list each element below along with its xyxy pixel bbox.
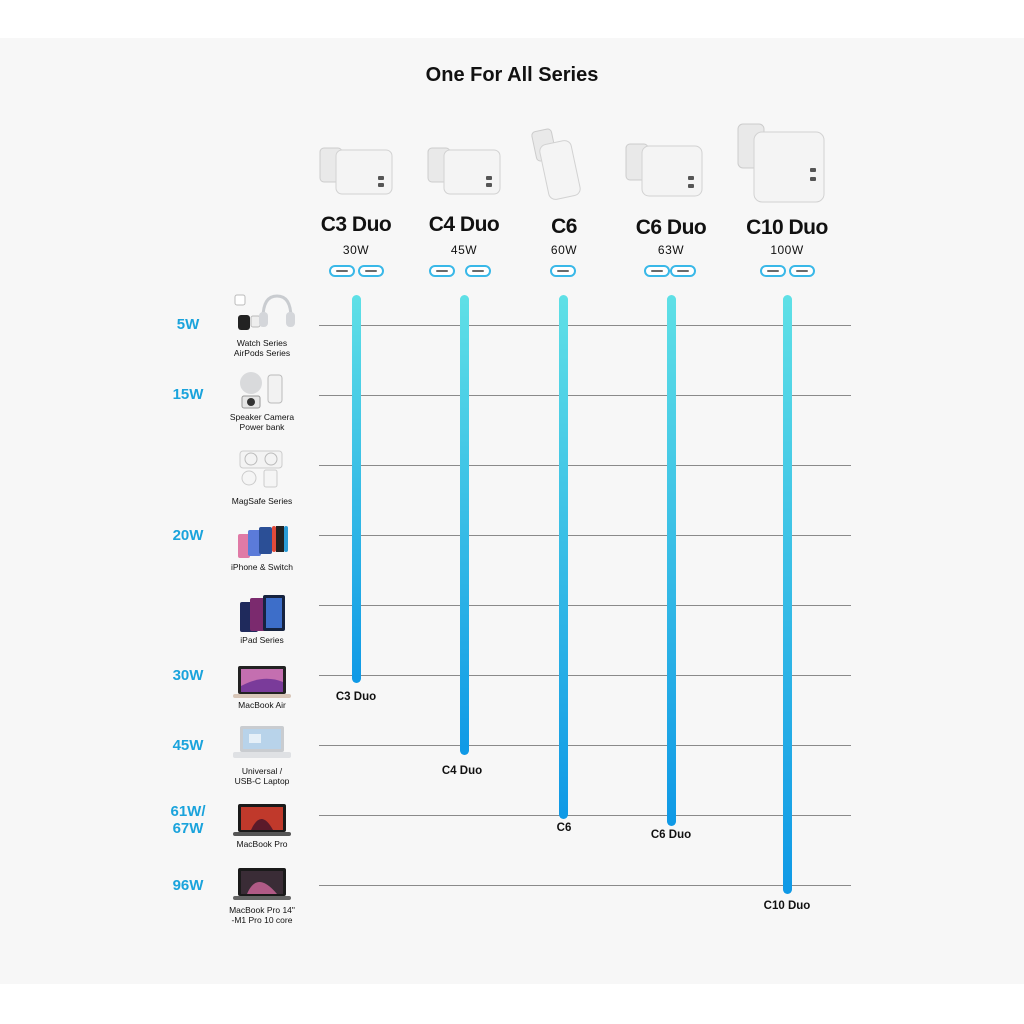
product-name-c4-duo: C4 Duo <box>428 213 500 236</box>
usb-c-port-icon <box>789 265 815 277</box>
usb-c-port-icon <box>429 265 455 277</box>
gridline-45w <box>319 745 851 746</box>
watt-label-61w-67w: 61W/ 67W <box>150 803 226 837</box>
c6-charger-image <box>531 128 581 200</box>
usb-c-port-icon <box>358 265 384 277</box>
product-power-c10-duo: 100W <box>770 243 804 257</box>
device-label-line: AirPods Series <box>233 348 291 358</box>
product-power-c6-duo: 63W <box>657 243 685 257</box>
product-name-c3-duo: C3 Duo <box>320 213 392 236</box>
power-bar-c6 <box>559 295 568 819</box>
device-label-ipad: iPad Series <box>210 635 314 645</box>
page-title: One For All Series <box>425 64 599 86</box>
device-label-line: -M1 Pro 10 core <box>231 915 293 925</box>
gridline-magsafe <box>319 465 851 466</box>
device-label-macbook-pro-14: MacBook Pro 14" -M1 Pro 10 core <box>210 905 314 925</box>
device-label-line: Speaker Camera <box>229 412 295 422</box>
device-label-line: MagSafe Series <box>231 496 293 506</box>
product-name-c10-duo: C10 Duo <box>746 216 828 239</box>
iphone-switch-icon <box>238 526 288 558</box>
power-bar-c6-duo <box>667 295 676 826</box>
gridline-5w <box>319 325 851 326</box>
device-label-magsafe: MagSafe Series <box>210 496 314 506</box>
power-bar-c4-duo <box>460 295 469 755</box>
usb-c-port-icon <box>670 265 696 277</box>
watt-label-15w: 15W <box>172 386 204 403</box>
device-label-macbook-air: MacBook Air <box>210 700 314 710</box>
usb-c-port-icon <box>329 265 355 277</box>
gridline-96w <box>319 885 851 886</box>
device-label-line: USB-C Laptop <box>234 776 290 786</box>
watt-label-61w: 61W/ <box>170 803 206 820</box>
device-label-speaker: Speaker Camera Power bank <box>210 412 314 432</box>
device-label-iphone-switch: iPhone & Switch <box>210 562 314 572</box>
gridline-20w <box>319 535 851 536</box>
gridline-ipad <box>319 605 851 606</box>
usb-c-laptop-icon <box>233 726 291 758</box>
device-label-macbook-pro: MacBook Pro <box>210 839 314 849</box>
device-label-line: MacBook Air <box>238 700 286 710</box>
device-label-laptop: Universal / USB-C Laptop <box>210 766 314 786</box>
device-label-line: iPad Series <box>240 635 284 645</box>
end-label-c4-duo: C4 Duo <box>441 765 483 777</box>
c10-duo-charger-image <box>737 123 825 203</box>
device-label-line: MacBook Pro 14" <box>229 905 295 915</box>
product-power-c6: 60W <box>550 243 578 257</box>
end-label-c10-duo: C10 Duo <box>763 900 811 912</box>
device-label-line: Power bank <box>239 422 285 432</box>
ipad-icon <box>240 595 285 632</box>
device-label-line: Universal / <box>241 766 283 776</box>
end-label-c3-duo: C3 Duo <box>335 691 377 703</box>
product-power-c4-duo: 45W <box>450 243 478 257</box>
end-label-c6: C6 <box>556 822 572 834</box>
macbook-pro-icon <box>233 804 291 836</box>
device-label-line: MacBook Pro <box>236 839 288 849</box>
gridline-15w <box>319 395 851 396</box>
watt-label-20w: 20W <box>172 527 204 544</box>
usb-c-port-icon <box>465 265 491 277</box>
usb-c-port-icon <box>550 265 576 277</box>
watch-airpods-icon <box>234 294 295 330</box>
power-bar-c10-duo <box>783 295 792 894</box>
end-label-c6-duo: C6 Duo <box>650 829 692 841</box>
product-name-c6-duo: C6 Duo <box>635 216 707 239</box>
c4-duo-charger-image <box>427 147 501 195</box>
macbook-pro-14-icon <box>233 868 291 900</box>
magsafe-icon <box>239 450 283 488</box>
device-label-line: iPhone & Switch <box>231 562 293 572</box>
watt-label-30w: 30W <box>172 667 204 684</box>
usb-c-port-icon <box>760 265 786 277</box>
usb-c-port-icon <box>644 265 670 277</box>
background-panel <box>0 38 1024 984</box>
c6-duo-charger-image <box>625 143 703 197</box>
speaker-camera-powerbank-icon <box>240 372 283 409</box>
product-power-c3-duo: 30W <box>342 243 370 257</box>
watt-label-5w: 5W <box>176 316 200 333</box>
gridline-61w <box>319 815 851 816</box>
macbook-air-icon <box>233 666 291 698</box>
watt-label-45w: 45W <box>172 737 204 754</box>
c3-duo-charger-image <box>319 147 393 195</box>
watt-label-96w: 96W <box>172 877 204 894</box>
power-bar-c3-duo <box>352 295 361 683</box>
watt-label-67w: 67W <box>172 820 204 837</box>
gridline-30w <box>319 675 851 676</box>
product-name-c6: C6 <box>551 215 577 238</box>
device-label-line: Watch Series <box>236 338 288 348</box>
device-label-watch-airpods: Watch Series AirPods Series <box>210 338 314 358</box>
